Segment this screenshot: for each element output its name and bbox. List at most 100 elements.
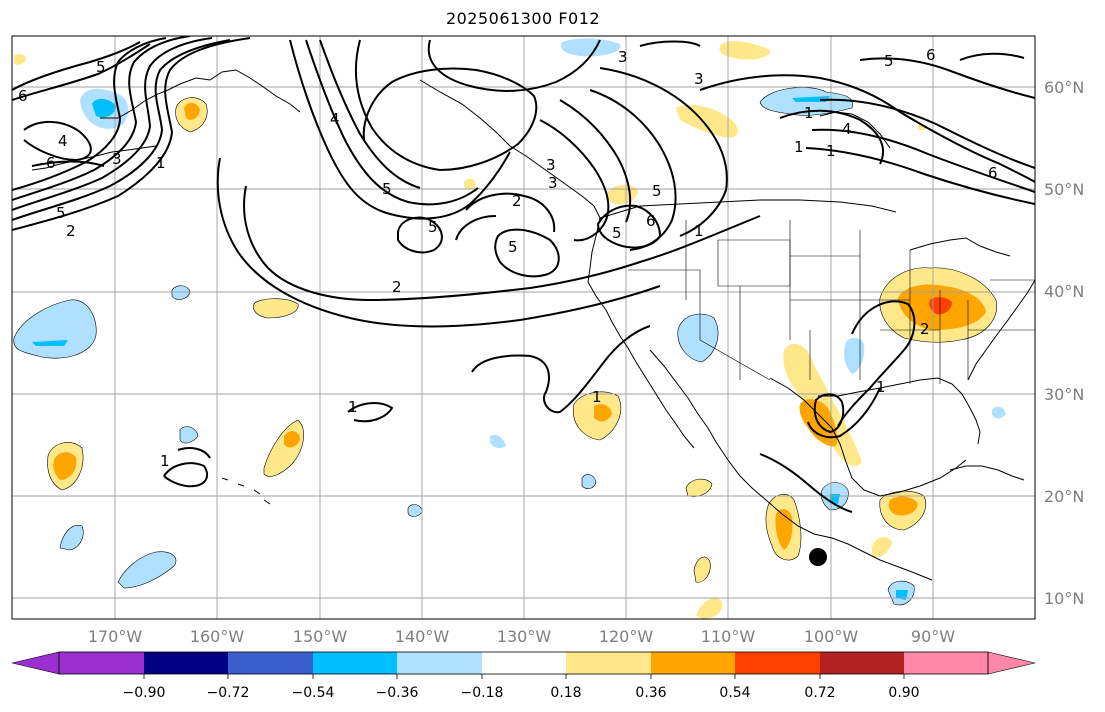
lon-label: 160°W	[190, 627, 245, 646]
contour-e5	[596, 204, 662, 249]
colorbar-bin	[313, 652, 397, 674]
lat-label: 10°N	[1044, 589, 1084, 608]
bc-coast	[419, 79, 601, 219]
neg-anomaly-carib-core	[896, 590, 908, 600]
colorbar-tick-label: −0.90	[123, 685, 166, 701]
pos-anomaly-small-a	[685, 478, 713, 497]
lat-label: 30°N	[1044, 385, 1084, 404]
contour-label: 5	[56, 204, 66, 222]
pos-anomaly-ohio-core	[929, 297, 952, 315]
contour-label: 1	[694, 222, 704, 240]
contour-e1	[539, 119, 610, 242]
pos-anomaly-socal-core	[594, 404, 612, 422]
contour-label: 5	[428, 218, 438, 236]
contour-f7	[959, 52, 1025, 61]
contour-labels: 6 5 4 6 3 1 5 2 5 4 3 5 5 5 2 3 6 5 1 1 …	[18, 46, 998, 470]
map-frame	[11, 35, 1036, 620]
mexico-pacific-coast	[715, 441, 933, 581]
contour-label: 4	[842, 120, 852, 138]
contour-g1	[471, 325, 651, 414]
contour-g4	[177, 447, 211, 459]
lon-label: 90°W	[911, 627, 955, 646]
pos-anomaly-gulf-alaska-core	[184, 102, 200, 120]
colorbar-bin	[651, 652, 735, 674]
neg-anomaly-small4	[581, 474, 597, 489]
alaska-coast	[100, 69, 301, 119]
contour-a2	[12, 37, 251, 231]
contour-label: 4	[58, 132, 68, 150]
contour-d1	[243, 185, 761, 302]
map-title: 2025061300 F012	[445, 9, 601, 28]
pos-anomaly-small-c	[696, 597, 723, 619]
neg-anomaly-aleutian-core	[92, 98, 116, 118]
coastlines	[31, 69, 1035, 581]
contour-d2	[216, 157, 661, 328]
contour-label: 1	[794, 138, 804, 156]
contour-label: 3	[694, 70, 704, 88]
lat-label: 60°N	[1044, 78, 1084, 97]
pos-anomaly-small-d	[464, 178, 476, 190]
pos-anomaly-hawaii-east	[263, 419, 304, 477]
colorbar-bin	[735, 652, 820, 674]
contour-lines	[12, 36, 1035, 513]
colorbar-extend-left	[11, 651, 60, 675]
colorbar-tick-label: −0.36	[376, 685, 419, 701]
colorbar-bin	[904, 652, 988, 674]
colorbar-tick-label: 0.72	[804, 685, 835, 701]
colorbar-bin	[144, 652, 228, 674]
pos-anomaly-yucatan-core	[888, 496, 918, 516]
contour-label: 1	[160, 452, 170, 470]
contour-c5	[427, 39, 601, 92]
colorbar-tick-label: −0.72	[207, 685, 250, 701]
neg-anomaly-texas	[844, 337, 865, 374]
contour-label: 6	[46, 154, 56, 172]
longitude-labels: 170°W 160°W 150°W 140°W 130°W 120°W 110°…	[88, 627, 955, 646]
contour-label: 6	[988, 164, 998, 182]
contour-label: 1	[592, 388, 602, 406]
contour-label: 3	[618, 48, 628, 66]
us-west-coast	[587, 217, 629, 349]
contour-label: 5	[652, 182, 662, 200]
colorbar-frame	[58, 651, 989, 675]
contour-label: 6	[926, 46, 936, 64]
colorbar-tick-label: 0.36	[635, 685, 666, 701]
pos-anomaly-bc	[606, 184, 638, 205]
contour-b2	[12, 43, 151, 101]
contour-f5	[811, 128, 1035, 193]
pos-anomaly-small-b	[693, 556, 711, 583]
neg-anomaly-arizona	[677, 313, 719, 363]
baja-coast	[627, 347, 695, 449]
contour-f2	[779, 109, 885, 165]
lon-label: 130°W	[497, 627, 552, 646]
contour-label: 2	[512, 192, 522, 210]
lon-label: 170°W	[88, 627, 143, 646]
colorbar-bin	[228, 652, 313, 674]
lon-label: 140°W	[395, 627, 450, 646]
colorbar-tick-label: −0.18	[461, 685, 504, 701]
colorbar-tick-label: 0.54	[719, 685, 750, 701]
contour-d4	[494, 228, 560, 278]
gulf-california	[649, 349, 717, 443]
contour-c2	[305, 39, 479, 206]
location-marker	[809, 548, 827, 566]
contour-c4	[355, 39, 538, 172]
neg-anomaly-small5	[992, 406, 1006, 419]
lat-label: 20°N	[1044, 487, 1084, 506]
colorbar-bin	[482, 652, 566, 674]
colorbar-bin	[566, 652, 651, 674]
east-coast	[967, 279, 1035, 381]
contour-f3	[859, 57, 1035, 99]
lat-label: 50°N	[1044, 180, 1084, 199]
pos-anomaly-nw-canada	[676, 104, 738, 138]
contour-label: 1	[348, 398, 358, 416]
contour-e4	[599, 67, 728, 237]
neg-anomaly-gulf-core	[830, 494, 840, 504]
contour-label: 3	[548, 174, 558, 192]
contour-f6	[805, 147, 1035, 205]
latitude-labels: 60°N 50°N 40°N 30°N 20°N 10°N	[1044, 78, 1084, 608]
colorbar-tick-label: −0.54	[292, 685, 335, 701]
contour-c1	[289, 39, 511, 220]
contour-a3	[12, 37, 213, 211]
pos-anomaly-small-e	[14, 53, 26, 65]
us-canada-border	[599, 199, 897, 219]
